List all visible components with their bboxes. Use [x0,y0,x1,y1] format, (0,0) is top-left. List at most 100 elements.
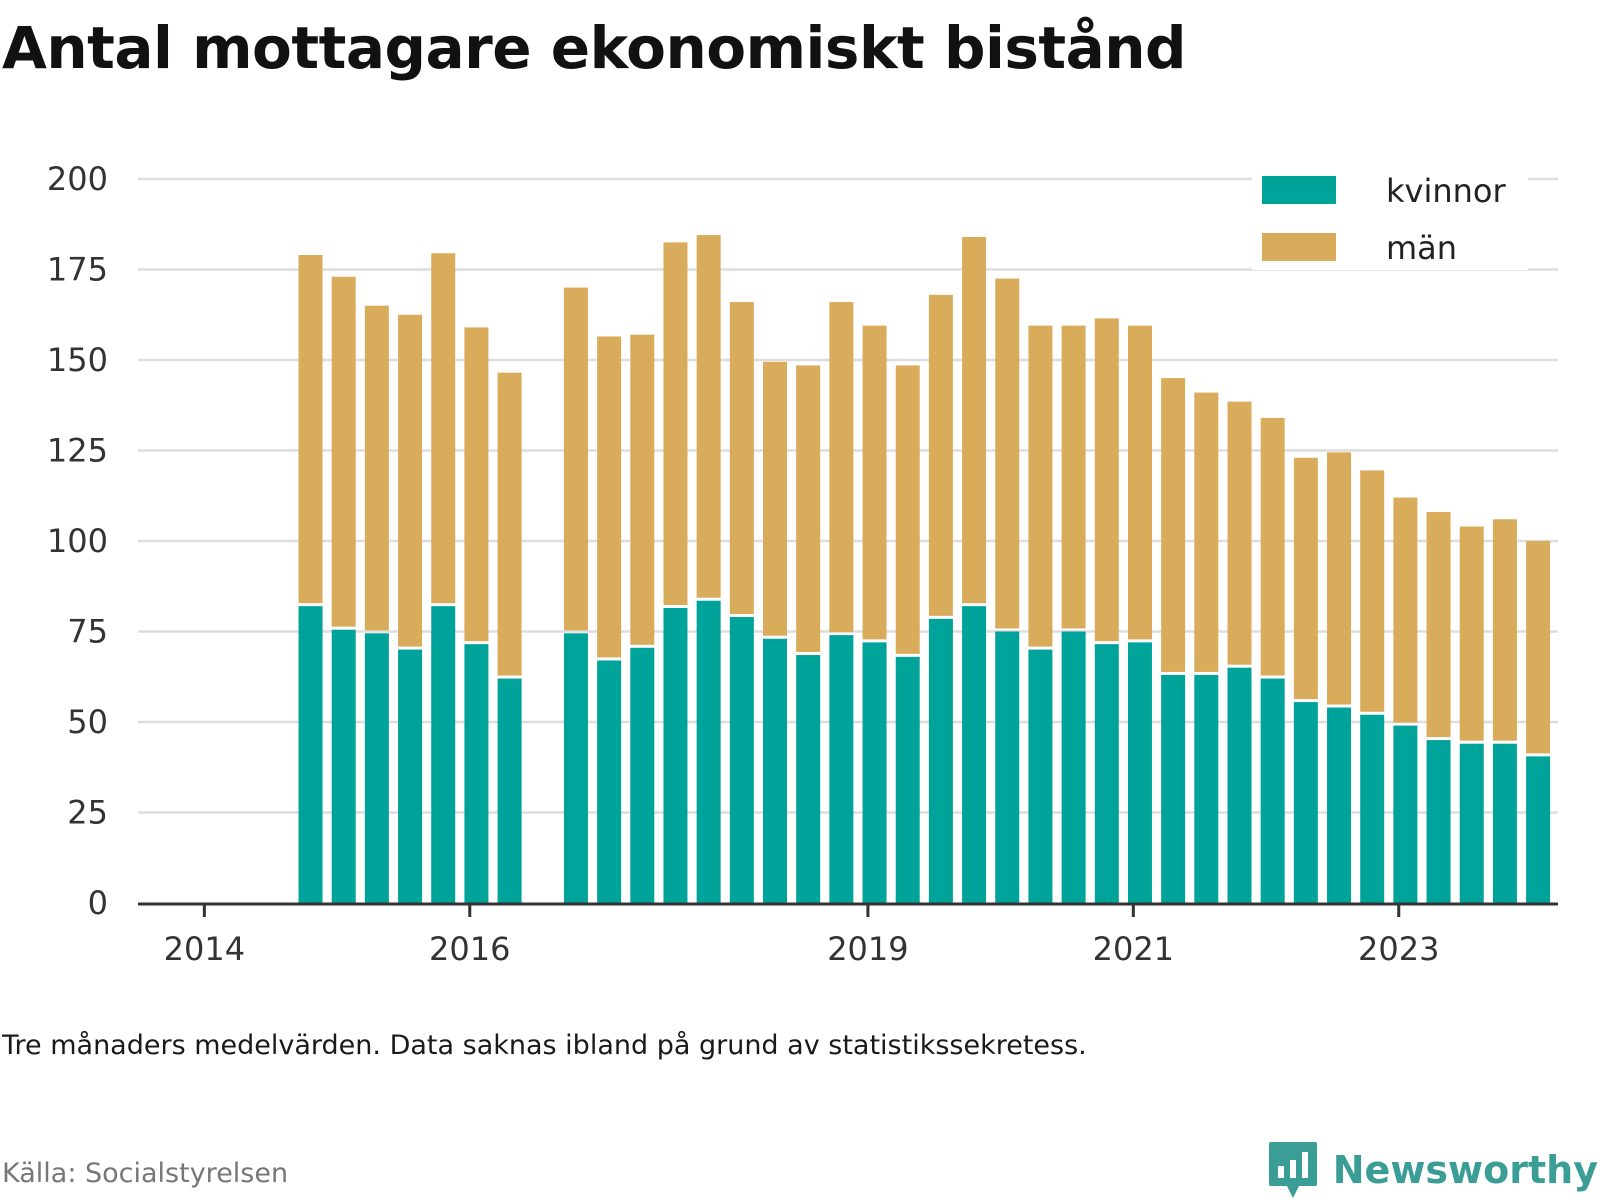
legend: kvinnor män [1252,168,1528,270]
y-tick-label: 0 [88,884,108,922]
bar-kvinnor [1094,644,1119,903]
bar-man [1260,417,1285,676]
y-axis: 0 25 50 75 100 125 150 175 200 [47,160,108,922]
bar-man [763,361,788,636]
bar-kvinnor [1360,714,1385,903]
legend-label-man: män [1386,229,1457,267]
bar-man [796,365,821,653]
y-tick-label: 100 [47,522,108,560]
bar-man [331,276,356,627]
x-tick-label: 2023 [1358,930,1439,968]
bar-kvinnor [364,633,389,903]
y-tick-label: 125 [47,432,108,470]
bar-man [729,302,754,615]
bar-kvinnor [729,617,754,903]
bar-man [630,334,655,645]
bar-kvinnor [862,642,887,903]
bar-man [1127,325,1152,640]
legend-swatch-kvinnor [1262,176,1336,204]
bar-kvinnor [1459,743,1484,903]
bar-man [597,336,622,658]
bar-kvinnor [331,629,356,903]
bar-man [464,327,489,642]
bar-kvinnor [298,606,323,903]
bar-kvinnor [962,606,987,903]
bar-kvinnor [398,649,423,903]
legend-label-kvinnor: kvinnor [1386,172,1507,210]
bar-kvinnor [1161,674,1186,903]
bar-kvinnor [829,635,854,903]
bar-kvinnor [1492,743,1517,903]
bar-kvinnor [630,647,655,903]
bar-man [1426,512,1451,738]
newsworthy-logo-icon [1268,1142,1317,1198]
bar-kvinnor [1028,649,1053,903]
bar-man [663,242,688,605]
bar-kvinnor [431,606,456,903]
bar-kvinnor [1327,707,1352,903]
bar-kvinnor [1260,678,1285,903]
bar-man [1526,541,1551,754]
source-label: Källa: Socialstyrelsen [2,1158,289,1189]
bar-man [1061,325,1086,629]
chart-note: Tre månaders medelvärden. Data saknas ib… [2,1030,1087,1061]
bar-man [1293,457,1318,700]
y-tick-label: 50 [67,703,108,741]
bar-man [862,325,887,640]
bar-kvinnor [763,638,788,903]
bar-man [895,365,920,654]
bar-man [962,236,987,604]
bar-man [398,314,423,647]
bar-man [497,372,522,676]
bar-kvinnor [1227,667,1252,903]
bar-kvinnor [1393,725,1418,903]
bar-man [696,235,721,598]
bar-man [1161,378,1186,672]
bar-man [1028,325,1053,647]
bar-man [1459,526,1484,741]
bar-kvinnor [497,678,522,903]
bar-kvinnor [696,600,721,903]
legend-swatch-man [1262,233,1336,261]
bar-kvinnor [464,644,489,903]
bar-kvinnor [563,633,588,903]
bars [298,235,1551,903]
x-tick-label: 2016 [429,930,510,968]
x-tick-label: 2014 [164,930,245,968]
bar-kvinnor [1061,631,1086,903]
brand-logo[interactable]: Newsworthy [1267,1140,1598,1200]
bar-man [995,278,1020,629]
bar-man [1194,392,1219,672]
bar-kvinnor [796,655,821,903]
x-axis: 2014 2016 2019 2021 2023 [138,902,1558,968]
y-tick-label: 175 [47,251,108,289]
chart-title: Antal mottagare ekonomiskt bistånd [2,14,1187,82]
bar-kvinnor [1526,756,1551,903]
bar-man [1360,470,1385,712]
bar-kvinnor [1426,740,1451,903]
x-tick-label: 2021 [1093,930,1174,968]
bar-man [1227,401,1252,665]
bar-kvinnor [1293,702,1318,903]
bar-man [1492,519,1517,741]
y-tick-label: 200 [47,160,108,198]
bar-man [298,255,323,604]
y-tick-label: 150 [47,341,108,379]
bar-kvinnor [995,631,1020,903]
bar-man [928,294,953,616]
y-tick-label: 25 [67,794,108,832]
bar-kvinnor [895,656,920,903]
bar-man [1327,452,1352,705]
bar-man [1094,318,1119,642]
x-tick-label: 2019 [827,930,908,968]
bar-kvinnor [1127,642,1152,903]
bar-kvinnor [928,618,953,903]
bar-man [1393,497,1418,723]
bar-man [431,253,456,604]
brand-name: Newsworthy [1332,1148,1598,1192]
bar-kvinnor [1194,674,1219,903]
bar-man [563,287,588,631]
y-tick-label: 75 [67,613,108,651]
bar-man [829,302,854,633]
